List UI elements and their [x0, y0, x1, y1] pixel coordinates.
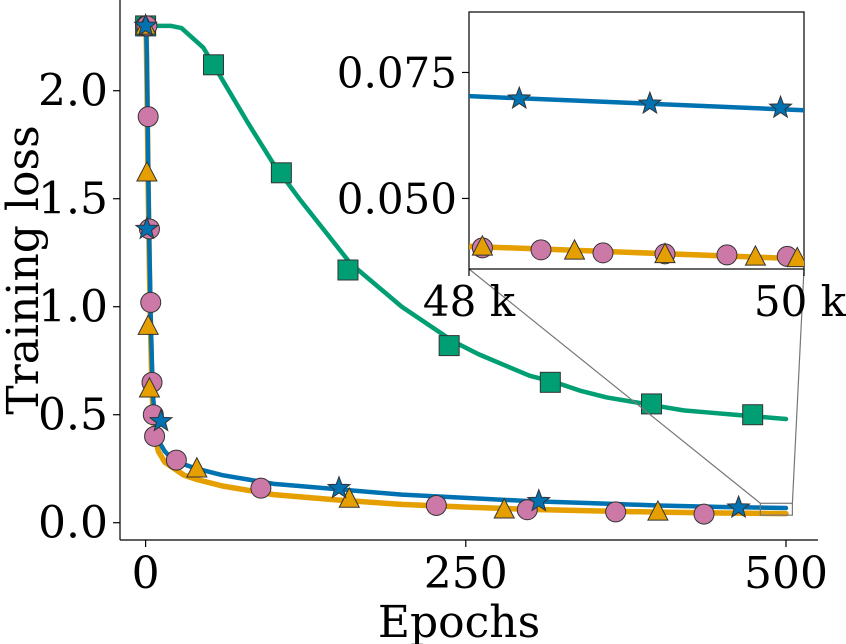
data-point-square — [337, 259, 359, 281]
data-point-star — [326, 475, 352, 499]
data-point-circle — [137, 106, 159, 128]
data-point-star — [526, 488, 552, 512]
data-point-star — [134, 216, 160, 240]
x-tick-label: 500 — [744, 548, 828, 599]
inset-data-point-circle — [716, 244, 738, 266]
y-tick-label: 0.5 — [38, 390, 108, 441]
data-point-circle — [425, 494, 447, 516]
data-point-triangle — [136, 160, 158, 182]
data-point-triangle — [137, 314, 159, 335]
inset-data-point-star — [768, 94, 793, 119]
inset-y-tick-label: 0.050 — [337, 174, 457, 223]
main-plot: 0.0 0.5 1.0 1.5 2.0 0 250 500 Epochs Training los… — [0, 0, 828, 644]
data-point-square — [270, 162, 292, 184]
x-axis-label: Epochs — [378, 597, 540, 644]
data-point-square — [539, 371, 561, 393]
connector-line-right — [791, 268, 805, 504]
data-point-star — [133, 12, 158, 37]
data-point-circle — [144, 425, 166, 447]
inset-x-tick-label: 48 k — [423, 277, 516, 326]
y-tick-label: 1.5 — [38, 174, 108, 225]
x-tick-label: 0 — [132, 548, 160, 599]
data-point-circle — [605, 501, 627, 523]
inset-data-area — [469, 85, 804, 268]
data-point-square — [641, 393, 663, 415]
inset-data-point-circle — [530, 239, 552, 261]
connector-line-left — [468, 268, 761, 504]
y-tick-label: 2.0 — [38, 66, 108, 117]
inset-x-tick-label: 50 k — [754, 277, 846, 326]
inset-connector-lines — [468, 268, 805, 504]
zoom-region-box — [759, 502, 793, 516]
data-point-triangle — [186, 456, 208, 478]
inset-data-point-triangle — [654, 242, 676, 264]
inset-data-point-star — [637, 90, 663, 115]
inset-plot: 0.050 0.075 48 k 50 k — [337, 11, 846, 326]
data-point-square — [202, 54, 224, 76]
inset-data-point-circle — [592, 242, 614, 264]
inset-data-point-triangle — [563, 238, 586, 260]
data-point-square — [438, 335, 460, 357]
inset-y-tick-label: 0.075 — [337, 48, 457, 97]
y-tick-label: 1.0 — [38, 282, 108, 333]
inset-frame — [468, 11, 805, 270]
inset-data-point-triangle — [744, 244, 767, 266]
data-point-circle — [250, 477, 272, 499]
data-point-circle — [140, 291, 162, 313]
y-tick-label: 0.0 — [38, 498, 108, 549]
data-point-triangle — [138, 376, 161, 398]
data-point-square — [742, 404, 764, 426]
inset-data-point-triangle — [471, 234, 494, 256]
data-point-circle — [516, 499, 538, 521]
data-point-triangle — [647, 499, 669, 521]
data-point-circle — [693, 503, 715, 525]
inset-data-point-triangle — [786, 246, 804, 268]
x-tick-label: 250 — [424, 548, 508, 599]
data-point-triangle — [338, 486, 361, 508]
y-axis-label: Training loss — [0, 125, 49, 414]
data-point-star — [148, 408, 174, 432]
inset-data-point-star — [506, 85, 532, 110]
data-point-triangle — [493, 497, 516, 519]
data-point-circle — [165, 449, 187, 471]
inset-series-line-triangle — [469, 243, 804, 262]
data-point-star — [726, 494, 751, 519]
